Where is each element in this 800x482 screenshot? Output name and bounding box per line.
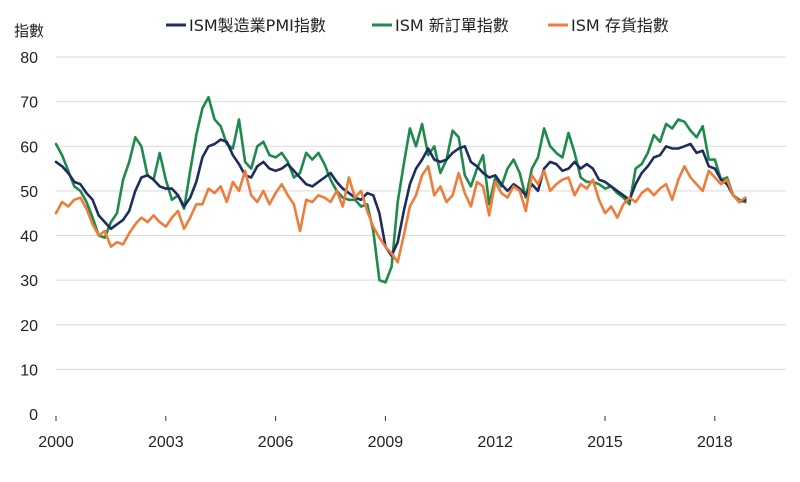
x-tick-label: 2006	[258, 434, 294, 451]
legend-item-new-orders: ISM 新訂單指數	[372, 16, 509, 35]
x-tick-label: 2003	[148, 434, 184, 451]
gridlines	[56, 56, 786, 370]
y-tick-label: 40	[20, 229, 38, 246]
x-tick-label: 2000	[38, 434, 74, 451]
y-axis-ticks: 0 10 20 30 40 50 60 70 80	[20, 50, 38, 424]
y-tick-label: 30	[20, 273, 38, 290]
y-tick-label: 70	[20, 95, 38, 112]
legend-label-pmi: ISM製造業PMI指數	[189, 16, 326, 35]
y-tick-label: 50	[20, 184, 38, 201]
y-tick-label: 60	[20, 139, 38, 156]
legend-item-inventory: ISM 存貨指數	[548, 16, 669, 35]
y-tick-label: 10	[20, 362, 38, 379]
x-tick-label: 2009	[368, 434, 404, 451]
series-line-inventory	[54, 165, 747, 264]
y-tick-label: 80	[20, 50, 38, 67]
x-tick-label: 2015	[587, 434, 623, 451]
x-tick-label: 2012	[477, 434, 513, 451]
y-axis-label: 指數	[14, 22, 44, 40]
x-tick-label: 2018	[697, 434, 733, 451]
x-axis-ticks: 2000 2003 2006 2009 2012 2015 2018	[38, 416, 733, 451]
y-tick-label: 0	[29, 407, 38, 424]
legend: ISM製造業PMI指數 ISM 新訂單指數 ISM 存貨指數	[166, 16, 669, 35]
y-tick-label: 20	[20, 318, 38, 335]
legend-item-pmi: ISM製造業PMI指數	[166, 16, 326, 35]
legend-label-inventory: ISM 存貨指數	[571, 16, 669, 35]
legend-label-new-orders: ISM 新訂單指數	[395, 16, 509, 35]
series-lines	[54, 95, 747, 284]
